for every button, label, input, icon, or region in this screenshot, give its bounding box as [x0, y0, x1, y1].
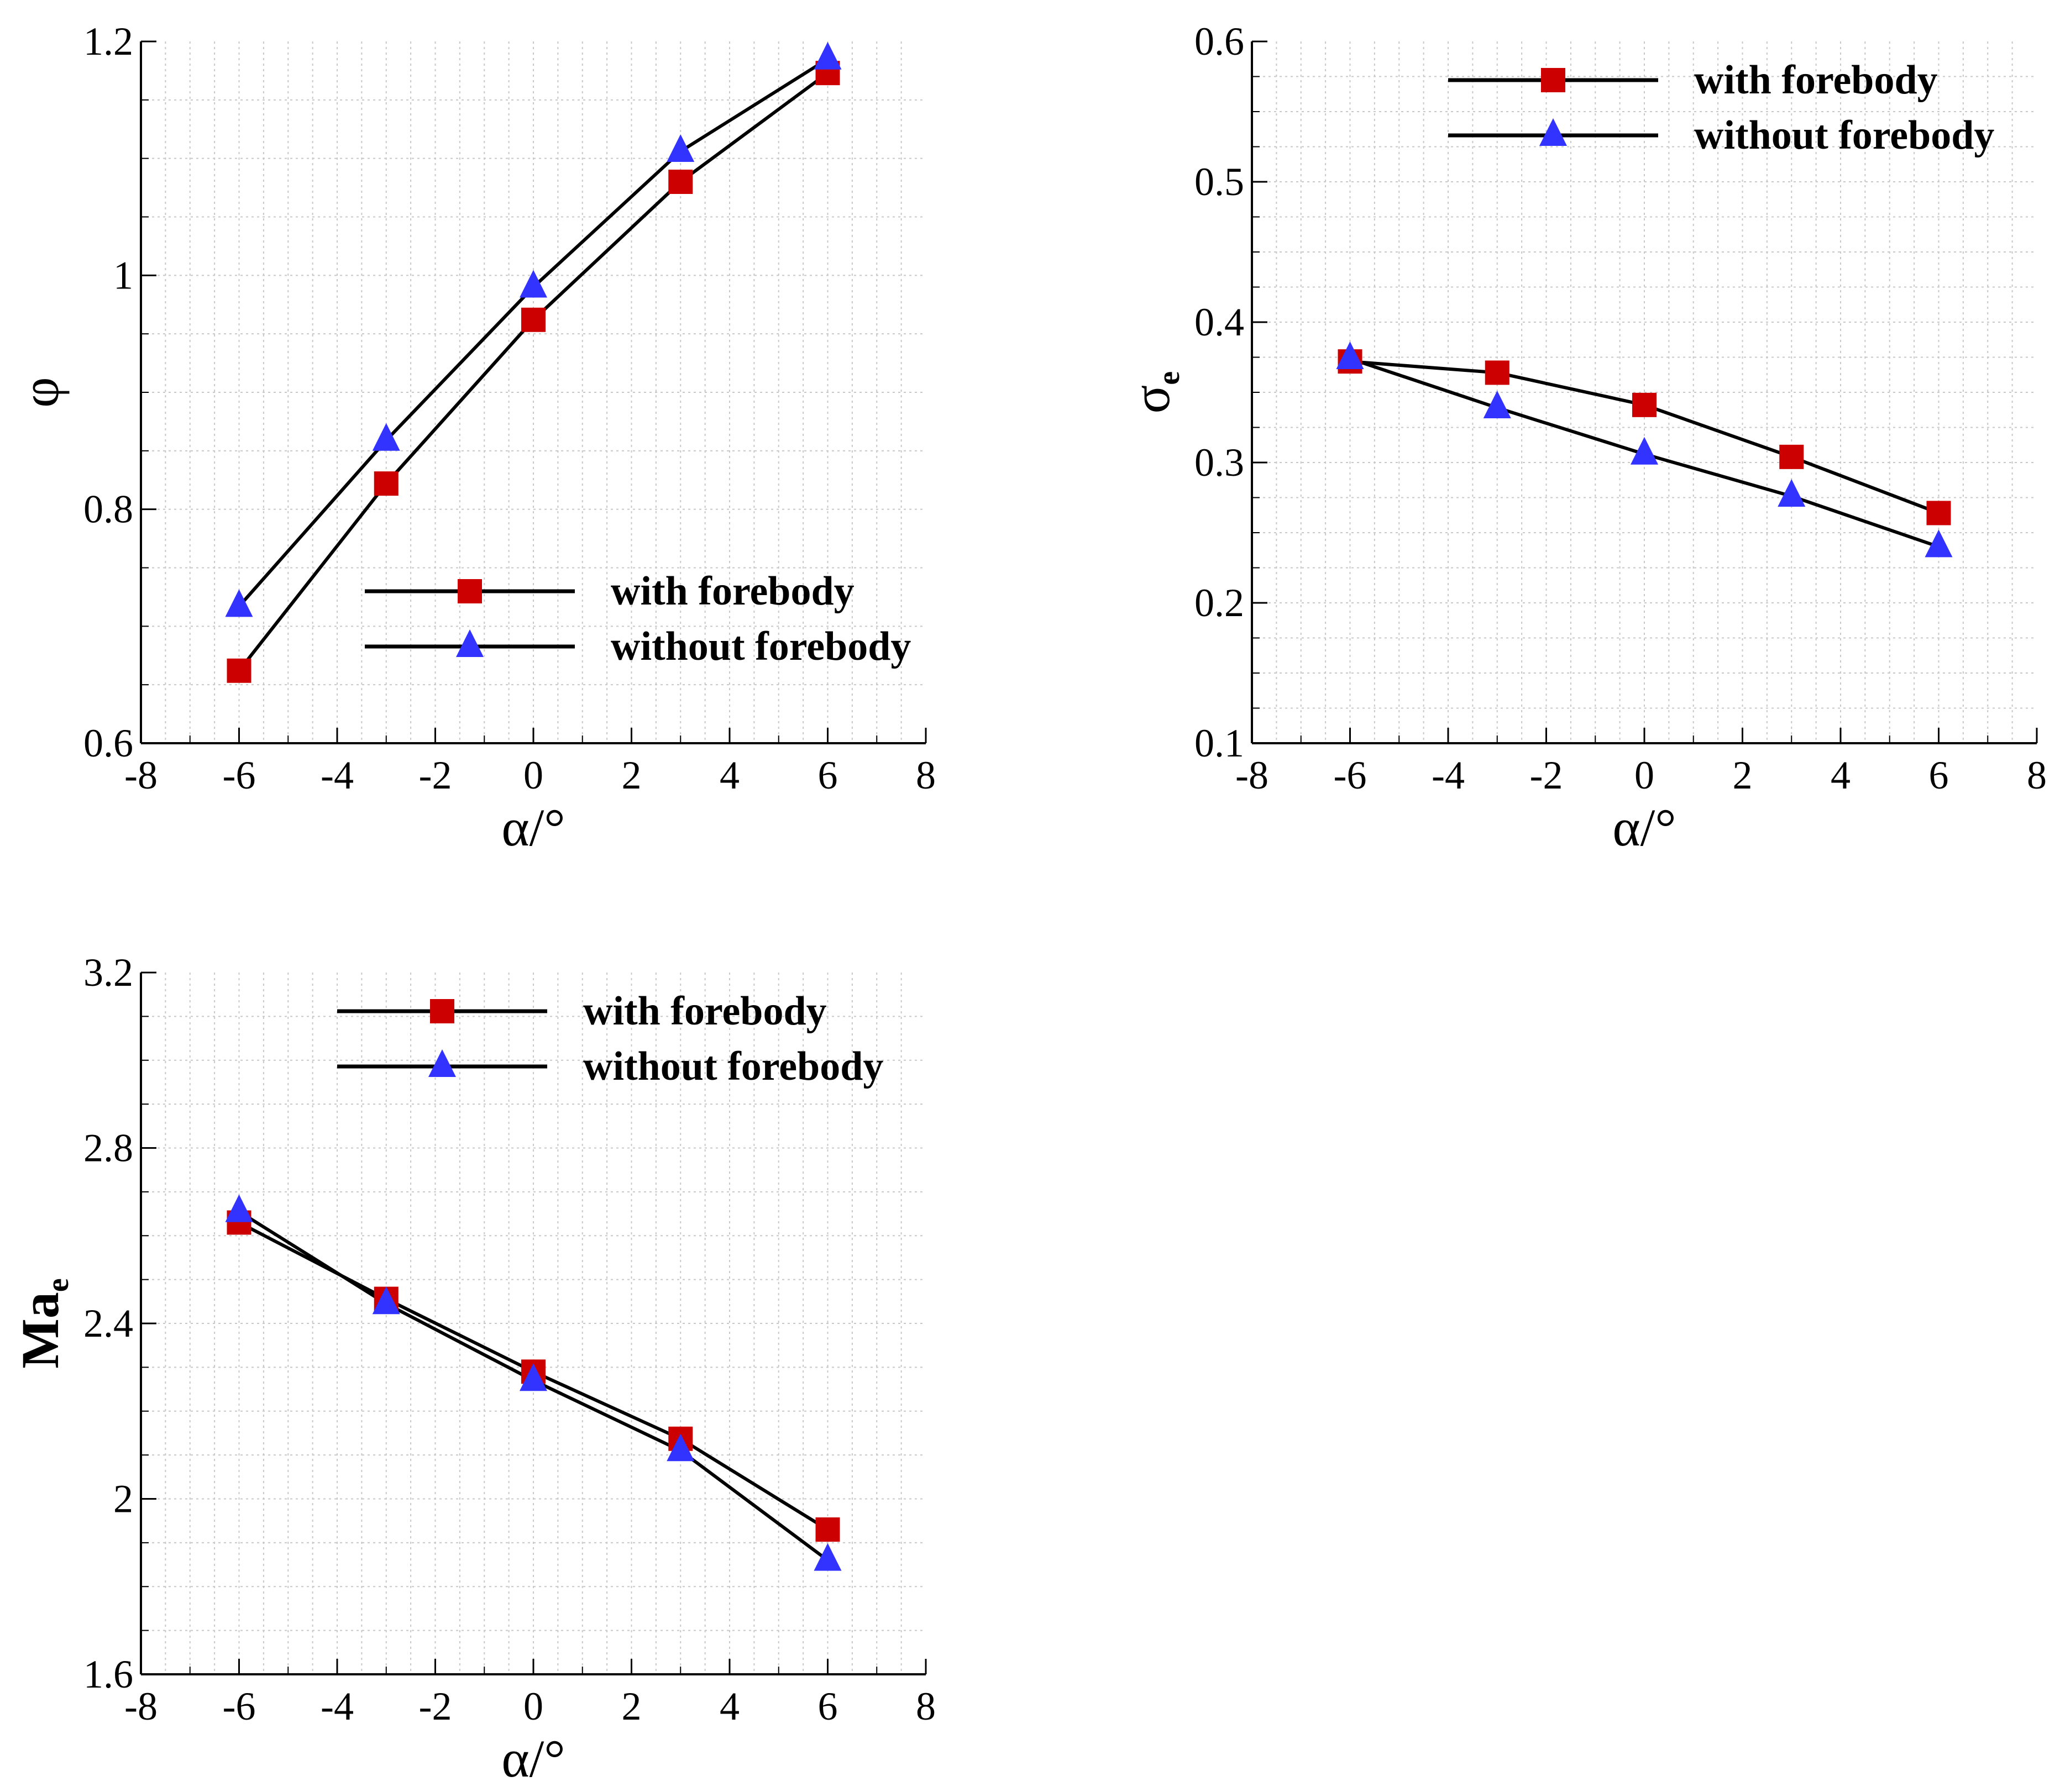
y-axis-label: σe	[1121, 371, 1186, 414]
x-tick-label: -4	[321, 753, 354, 797]
y-tick-label: 0.5	[1194, 160, 1244, 204]
x-axis-label: α/°	[501, 798, 565, 857]
y-axis-label-subscript: e	[41, 1278, 75, 1292]
x-tick-label: -8	[124, 753, 158, 797]
legend-entry: without forebody	[1448, 113, 1994, 158]
x-tick-label: 4	[720, 1684, 740, 1728]
chart-panel-bottom-left: -8 -6 -4 -2 0 2 4 6 8 1.6 2 2.4 2.8 3.2 α/° Mae with for…	[11, 950, 936, 1788]
legend-label: without forebody	[583, 1044, 883, 1089]
x-tick-label: -6	[223, 1684, 256, 1728]
x-axis-label: α/°	[501, 1729, 565, 1788]
x-tick-label: 8	[2027, 753, 2047, 797]
y-tick-label: 2	[113, 1477, 133, 1521]
data-point-without-forebody	[1483, 390, 1511, 418]
data-point-without-forebody	[372, 423, 400, 451]
x-tick-label: 8	[916, 1684, 936, 1728]
x-tick-label: 0	[1634, 753, 1654, 797]
legend-marker-triangle	[456, 629, 484, 657]
x-tick-label: 0	[523, 1684, 543, 1728]
x-tick-label: -2	[1530, 753, 1563, 797]
y-tick-label: 0.8	[83, 487, 133, 532]
data-point-without-forebody	[1778, 479, 1806, 507]
data-point-with-forebody	[521, 307, 546, 332]
x-tick-label: 2	[1733, 753, 1753, 797]
data-point-with-forebody	[1926, 501, 1951, 525]
data-point-without-forebody	[225, 1194, 253, 1222]
y-tick-label: 1.2	[83, 19, 133, 64]
data-point-without-forebody	[814, 41, 842, 70]
x-tick-label: -8	[1235, 753, 1269, 797]
legend-marker-triangle	[1539, 118, 1567, 146]
data-point-without-forebody	[1336, 341, 1364, 370]
legend-label: with forebody	[583, 989, 827, 1034]
data-point-without-forebody	[372, 1286, 400, 1315]
x-tick-label: -2	[419, 1684, 452, 1728]
data-point-without-forebody	[667, 1433, 695, 1462]
y-tick-label: 0.4	[1194, 300, 1244, 344]
data-point-without-forebody	[814, 1543, 842, 1571]
x-tick-label: -4	[321, 1684, 354, 1728]
y-axis-label: Mae	[11, 1278, 75, 1368]
y-axis-label-subscript: e	[1152, 371, 1186, 385]
y-tick-label: 2.8	[83, 1126, 133, 1170]
data-point-with-forebody	[374, 471, 399, 496]
x-tick-label: 6	[818, 753, 838, 797]
y-tick-label: 1.6	[83, 1652, 133, 1696]
legend-entry: with forebody	[1448, 57, 1938, 103]
x-tick-label: -4	[1432, 753, 1465, 797]
x-tick-label: 2	[622, 1684, 642, 1728]
x-tick-label: -6	[1334, 753, 1367, 797]
chart-panel-top-left: -8 -6 -4 -2 0 2 4 6 8 0.6 0.8 1 1.2 α/° φ with forebody…	[11, 19, 936, 857]
legend-label: without forebody	[611, 624, 911, 669]
data-point-without-forebody	[520, 1363, 547, 1391]
x-tick-label: 6	[1929, 753, 1949, 797]
y-tick-label: 0.6	[83, 721, 133, 765]
y-tick-label: 2.4	[83, 1301, 133, 1346]
x-tick-label: -6	[223, 753, 256, 797]
chart-panel-top-right: -8 -6 -4 -2 0 2 4 6 8 0.1 0.2 0.3 0.4 0.5 0.6 α/° σe with…	[1121, 19, 2047, 857]
x-tick-label: 8	[916, 753, 936, 797]
legend-label: with forebody	[611, 569, 855, 614]
data-point-with-forebody	[1632, 392, 1657, 417]
x-tick-label: 2	[622, 753, 642, 797]
legend-label: without forebody	[1694, 113, 1994, 158]
legend-entry: with forebody	[365, 569, 855, 614]
legend-marker-triangle	[428, 1049, 456, 1077]
x-tick-label: 4	[720, 753, 740, 797]
data-point-with-forebody	[668, 170, 693, 194]
y-tick-label: 0.6	[1194, 19, 1244, 64]
data-point-with-forebody	[1779, 444, 1804, 469]
data-point-without-forebody	[1631, 437, 1658, 465]
data-point-without-forebody	[225, 589, 253, 617]
x-tick-label: 4	[1831, 753, 1851, 797]
data-point-with-forebody	[815, 1517, 840, 1542]
legend-entry: with forebody	[337, 989, 827, 1034]
x-tick-label: 0	[523, 753, 543, 797]
data-point-without-forebody	[520, 270, 547, 298]
y-tick-label: 0.1	[1194, 721, 1244, 765]
y-tick-label: 0.3	[1194, 440, 1244, 485]
legend-entry: without forebody	[365, 624, 911, 669]
x-tick-label: -2	[419, 753, 452, 797]
data-point-with-forebody	[1485, 360, 1509, 385]
legend-marker-square	[430, 999, 454, 1023]
y-tick-label: 3.2	[83, 950, 133, 995]
x-tick-label: -8	[124, 1684, 158, 1728]
legend-marker-square	[458, 579, 482, 603]
y-tick-label: 1	[113, 253, 133, 297]
y-axis-label: φ	[11, 377, 70, 407]
data-point-without-forebody	[1925, 529, 1953, 558]
legend-marker-square	[1541, 68, 1565, 92]
data-point-with-forebody	[227, 658, 251, 683]
legend-label: with forebody	[1694, 57, 1938, 103]
x-tick-label: 6	[818, 1684, 838, 1728]
y-tick-label: 0.2	[1194, 581, 1244, 625]
data-point-without-forebody	[667, 134, 695, 162]
x-axis-label: α/°	[1612, 798, 1676, 857]
legend-entry: without forebody	[337, 1044, 883, 1089]
